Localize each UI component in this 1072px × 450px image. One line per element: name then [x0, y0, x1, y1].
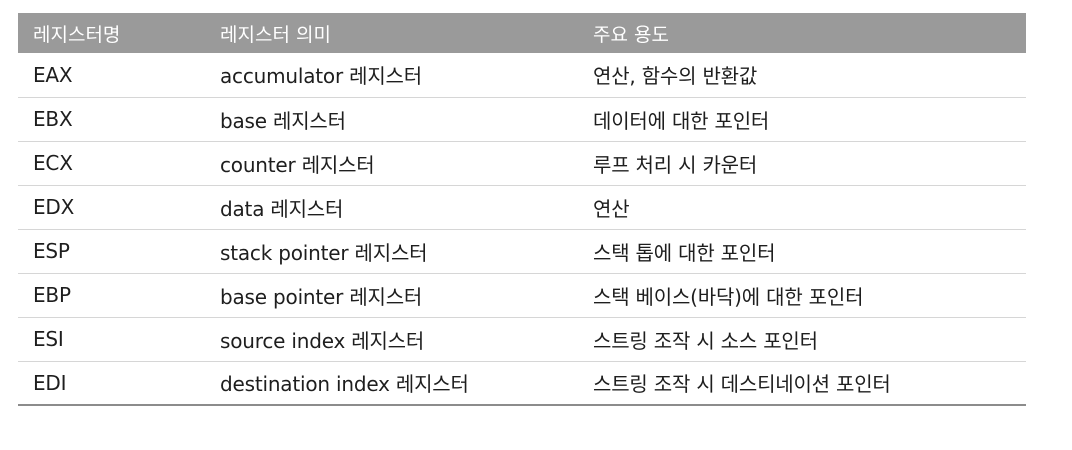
cell-register-meaning: stack pointer 레지스터 [205, 229, 578, 274]
register-table: 레지스터명 레지스터 의미 주요 용도 EAX accumulator 레지스터… [18, 13, 1026, 406]
cell-main-use: 스트링 조작 시 소스 포인터 [578, 317, 1026, 362]
cell-register-name: ESI [18, 317, 205, 362]
table-row: EAX accumulator 레지스터 연산, 함수의 반환값 [18, 53, 1026, 98]
table-row: EDI destination index 레지스터 스트링 조작 시 데스티네… [18, 361, 1026, 406]
cell-register-meaning: accumulator 레지스터 [205, 53, 578, 98]
table-row: ESI source index 레지스터 스트링 조작 시 소스 포인터 [18, 317, 1026, 362]
table-header: 레지스터명 레지스터 의미 주요 용도 [18, 13, 1026, 53]
cell-main-use: 연산, 함수의 반환값 [578, 53, 1026, 98]
cell-register-meaning: base pointer 레지스터 [205, 273, 578, 318]
cell-register-meaning: source index 레지스터 [205, 317, 578, 362]
table-row: EBP base pointer 레지스터 스택 베이스(바닥)에 대한 포인터 [18, 273, 1026, 318]
cell-register-meaning: base 레지스터 [205, 97, 578, 142]
header-main-use: 주요 용도 [578, 13, 1026, 53]
cell-main-use: 루프 처리 시 카운터 [578, 141, 1026, 186]
cell-register-meaning: destination index 레지스터 [205, 361, 578, 406]
cell-main-use: 데이터에 대한 포인터 [578, 97, 1026, 142]
cell-register-name: ESP [18, 229, 205, 274]
cell-main-use: 스택 베이스(바닥)에 대한 포인터 [578, 273, 1026, 318]
cell-register-name: EAX [18, 53, 205, 98]
header-register-meaning: 레지스터 의미 [205, 13, 578, 53]
header-register-name: 레지스터명 [18, 13, 205, 53]
table-row: EBX base 레지스터 데이터에 대한 포인터 [18, 97, 1026, 142]
table-row: ESP stack pointer 레지스터 스택 톱에 대한 포인터 [18, 229, 1026, 274]
cell-main-use: 스택 톱에 대한 포인터 [578, 229, 1026, 274]
cell-register-name: EDX [18, 185, 205, 230]
table-body: EAX accumulator 레지스터 연산, 함수의 반환값 EBX bas… [18, 53, 1026, 406]
cell-register-meaning: data 레지스터 [205, 185, 578, 230]
table-row: EDX data 레지스터 연산 [18, 185, 1026, 230]
header-row: 레지스터명 레지스터 의미 주요 용도 [18, 13, 1026, 53]
cell-main-use: 스트링 조작 시 데스티네이션 포인터 [578, 361, 1026, 406]
cell-main-use: 연산 [578, 185, 1026, 230]
table-row: ECX counter 레지스터 루프 처리 시 카운터 [18, 141, 1026, 186]
cell-register-name: EBP [18, 273, 205, 318]
cell-register-meaning: counter 레지스터 [205, 141, 578, 186]
cell-register-name: EBX [18, 97, 205, 142]
cell-register-name: ECX [18, 141, 205, 186]
cell-register-name: EDI [18, 361, 205, 406]
